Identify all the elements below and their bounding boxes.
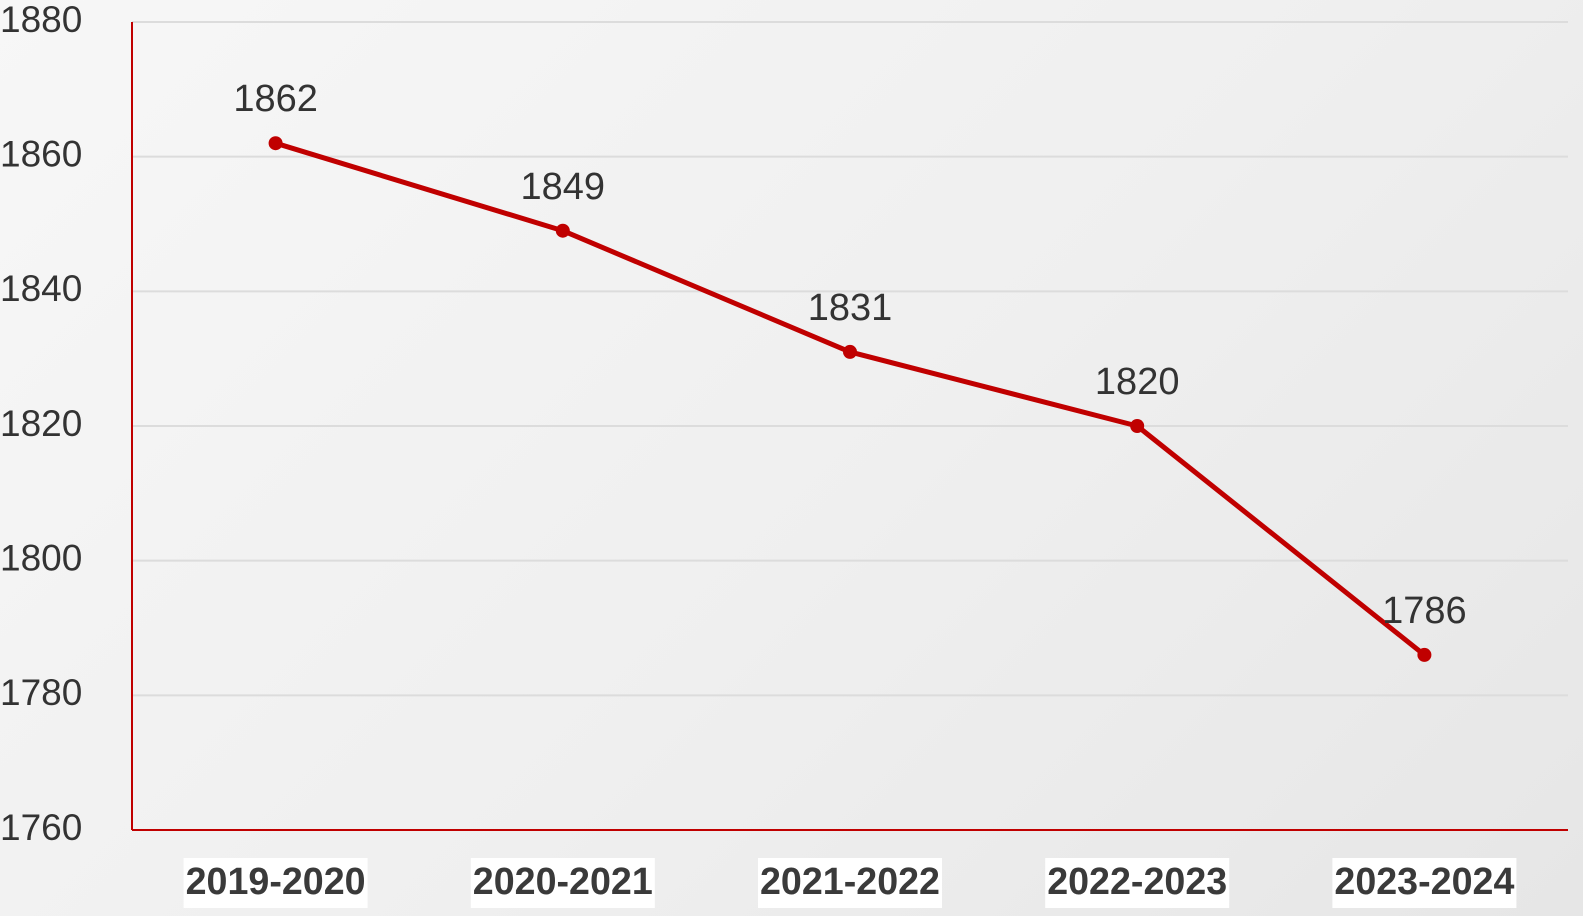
y-tick-label: 1780 [0, 672, 82, 713]
y-tick-label: 1840 [0, 268, 82, 309]
series-line [274, 140, 1426, 657]
x-tick-label: 2021-2022 [760, 861, 940, 903]
x-tick-label: 2022-2023 [1047, 861, 1227, 903]
y-tick-label: 1760 [0, 807, 82, 848]
x-tick-label: 2020-2021 [473, 861, 653, 903]
data-point [555, 223, 570, 238]
data-point [268, 136, 283, 151]
x-tick-box [183, 858, 368, 908]
x-tick-box [1332, 858, 1517, 908]
data-point [843, 344, 857, 359]
y-tick-label: 1880 [0, 0, 82, 40]
data-label: 1831 [808, 287, 893, 329]
x-tick-box [758, 858, 942, 908]
y-tick-label: 1800 [0, 537, 82, 578]
x-tick-box [470, 858, 655, 908]
data-label: 1820 [1095, 361, 1180, 403]
x-tick-label: 2023-2024 [1334, 861, 1514, 903]
data-label: 1786 [1382, 590, 1467, 632]
x-tick-box [1045, 858, 1230, 908]
x-tick-label: 2019-2020 [186, 861, 366, 903]
data-point [1130, 419, 1145, 433]
y-tick-label: 1820 [0, 403, 82, 444]
y-tick-label: 1860 [0, 133, 82, 174]
data-point [1417, 647, 1432, 662]
data-label: 1862 [233, 78, 318, 120]
data-label: 1849 [521, 166, 606, 208]
